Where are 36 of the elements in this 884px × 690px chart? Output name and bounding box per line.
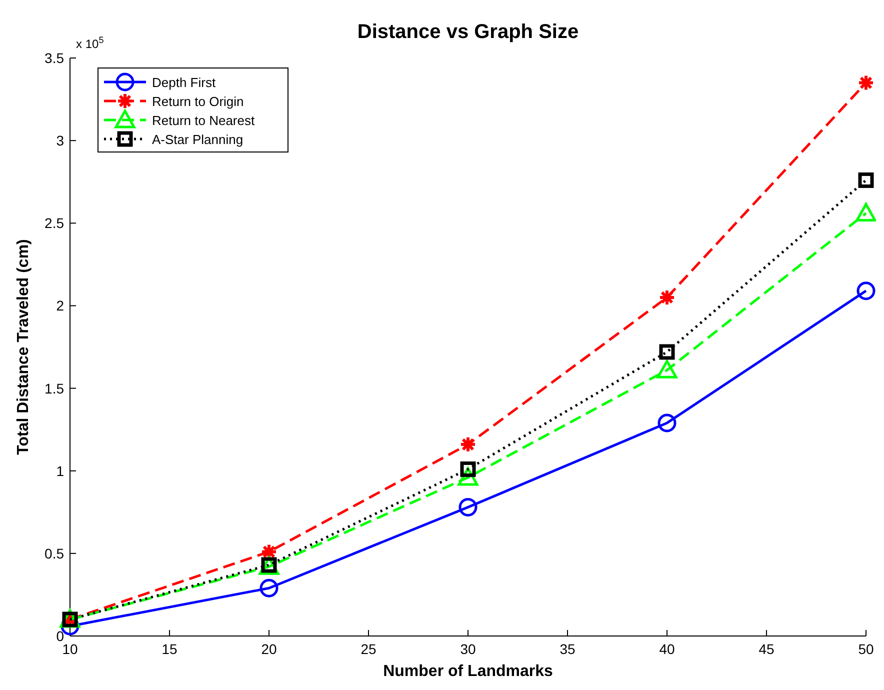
point: [656, 360, 678, 378]
x-tick-label: 15: [162, 641, 178, 657]
point: [856, 282, 876, 300]
point: [460, 436, 476, 453]
x-tick-label: 20: [261, 641, 277, 657]
x-axis-title: Number of Landmarks: [383, 663, 554, 680]
x-tick-label: 30: [460, 641, 476, 657]
x-tick-label: 50: [858, 641, 874, 657]
x-tick-label: 35: [560, 641, 576, 657]
point: [658, 414, 676, 432]
point: [856, 202, 876, 222]
y-tick-label: 0: [56, 628, 64, 644]
x-tick-label: 25: [360, 641, 376, 657]
legend-label: Return to Origin: [152, 94, 244, 109]
legend-label: Return to Nearest: [152, 113, 255, 128]
y-tick-label: 3: [56, 132, 64, 149]
x-tick-label: 10: [62, 641, 78, 657]
y-tick-label: 1: [56, 462, 64, 479]
point: [658, 288, 676, 306]
y-tick-label: 1.5: [44, 380, 64, 396]
legend-label: Depth First: [152, 75, 216, 90]
point: [458, 498, 478, 516]
point: [858, 74, 874, 92]
y-tick-label: 2.5: [44, 215, 64, 232]
x-tick-label: 40: [659, 641, 675, 657]
y-tick-label: 3.5: [44, 50, 64, 66]
x-tick-label: 45: [758, 641, 774, 657]
legend-label: A-Star Planning: [152, 132, 244, 147]
y-tick-label: 0.5: [44, 545, 64, 562]
point: [260, 578, 278, 598]
y-tick-label: 2: [56, 298, 64, 314]
point: [858, 172, 874, 188]
chart-title: Distance vs Graph Size: [357, 21, 579, 43]
y-axis-title: Total Distance Traveled (cm): [15, 239, 32, 455]
point: [659, 344, 675, 360]
text: x 10$^{5}$: [76, 35, 104, 51]
